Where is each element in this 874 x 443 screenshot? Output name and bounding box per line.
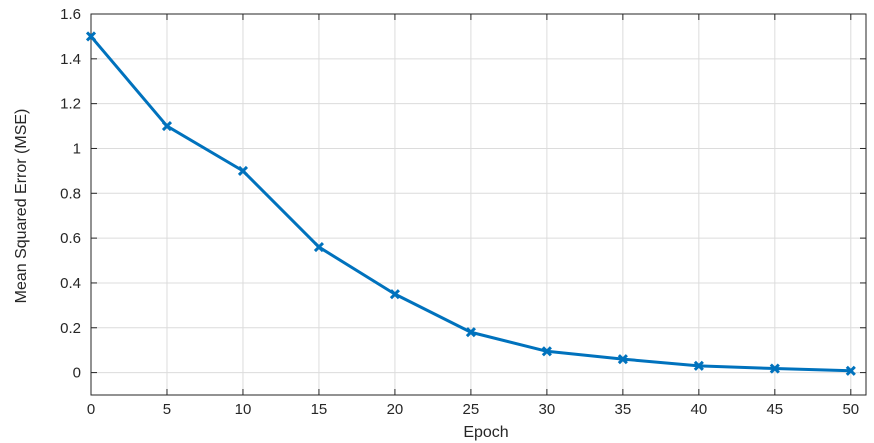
marker-stroke [769, 363, 780, 374]
x-tick-label: 50 [842, 401, 859, 418]
marker-stroke [237, 165, 249, 176]
x-tick-label: 20 [387, 401, 404, 418]
y-tick-label: 1.6 [60, 6, 81, 23]
x-tick-label: 15 [311, 401, 328, 418]
x-tick-label: 40 [690, 401, 707, 418]
x-tick-label: 0 [87, 401, 95, 418]
series-layer [85, 31, 856, 376]
x-axis-label: Epoch [463, 424, 508, 441]
x-tick-label: 30 [539, 401, 556, 418]
data-point [617, 354, 628, 365]
y-tick-label: 0.4 [60, 275, 81, 292]
y-tick-label: 0 [73, 365, 81, 382]
y-tick-label: 0.2 [60, 320, 81, 337]
marker-stroke [693, 360, 704, 371]
x-tick-label: 10 [235, 401, 252, 418]
data-point [693, 360, 704, 371]
marker-stroke [845, 365, 856, 376]
axes [90, 13, 867, 396]
y-tick-label: 0.6 [60, 230, 81, 247]
data-point [845, 365, 856, 376]
y-axis-label: Mean Squared Error (MSE) [13, 109, 30, 304]
x-tick-label: 5 [163, 401, 171, 418]
y-tick-label: 0.8 [60, 185, 81, 202]
marker-stroke [85, 31, 97, 42]
data-point [541, 346, 552, 357]
data-point [237, 165, 249, 176]
marker-stroke [541, 346, 552, 357]
data-point [161, 120, 173, 132]
plot-frame [90, 13, 867, 396]
data-point [313, 242, 325, 253]
y-tick-label: 1.2 [60, 96, 81, 113]
data-point [769, 363, 780, 374]
marker-stroke [161, 120, 173, 132]
data-point [389, 289, 400, 300]
x-tick-label: 35 [615, 401, 632, 418]
data-point [465, 327, 476, 338]
marker-stroke [617, 354, 628, 365]
x-tick-label: 25 [463, 401, 480, 418]
marker-stroke [313, 242, 325, 253]
marker-stroke [465, 327, 476, 338]
grid-lines [90, 13, 866, 395]
x-tick-label: 45 [766, 401, 783, 418]
data-point [85, 31, 97, 42]
y-tick-label: 1.4 [60, 51, 81, 68]
y-tick-label: 1 [73, 140, 81, 157]
tick-labels: 0 5 10 15 20 25 30 35 40 45 50 0 0.2 0.4 0.6 0.8 1 1.2 1.4… [60, 6, 859, 418]
marker-stroke [389, 289, 400, 300]
